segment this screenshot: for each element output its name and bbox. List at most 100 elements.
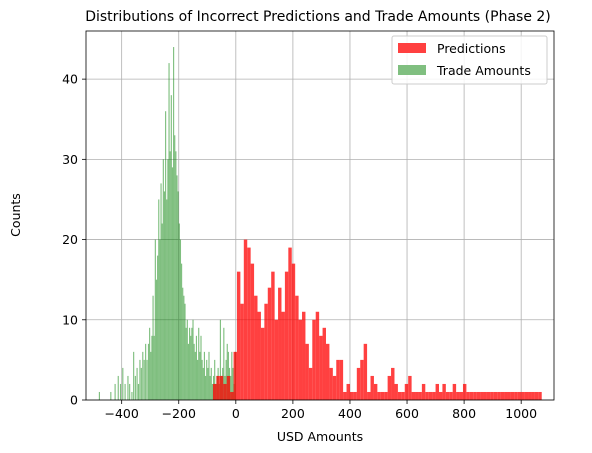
bar-predictions [254,295,258,400]
y-tick-label: 20 [62,232,78,247]
bar-predictions [332,375,337,400]
bar-trade-amounts [191,327,193,400]
bar-trade-amounts [140,367,142,400]
bar-trade-amounts [187,343,190,400]
bar-predictions [319,335,323,400]
bar-predictions [281,311,285,400]
bar-predictions [264,303,268,400]
bar-predictions [428,391,433,400]
bar-trade-amounts [226,343,228,400]
bar-predictions [387,375,392,400]
bar-trade-amounts [157,255,159,400]
bar-predictions [377,391,381,400]
y-tick-label: 0 [70,393,78,408]
bar-trade-amounts [114,383,116,400]
bar-predictions [380,391,385,400]
bar-predictions [517,391,522,400]
x-axis-label: USD Amounts [277,429,363,444]
bar-predictions [219,375,224,400]
bar-trade-amounts [117,375,119,400]
bar-trade-amounts [143,359,145,400]
bar-trade-amounts [154,239,156,400]
bar-predictions [442,383,446,400]
bar-trade-amounts [139,359,141,400]
bar-trade-amounts [202,367,204,400]
bar-trade-amounts [131,391,133,400]
bar-predictions [349,391,354,400]
bar-trade-amounts [165,111,167,400]
bar-trade-amounts [230,375,232,400]
legend-swatch-predictions [398,43,426,53]
bar-predictions [274,319,279,400]
y-axis-ticks: 0 10 20 30 40 [62,72,86,408]
bar-predictions [401,391,405,400]
bar-trade-amounts [98,391,100,400]
bar-predictions [370,375,374,400]
x-tick-label: 800 [452,406,476,421]
bar-predictions [514,391,518,400]
bar-predictions [226,375,231,400]
bar-trade-amounts [169,151,171,400]
bar-trade-amounts [181,263,183,400]
bar-predictions [397,391,402,400]
bar-trade-amounts [214,359,216,400]
bar-predictions [418,391,422,400]
bar-trade-amounts [178,223,180,400]
bar-predictions [223,383,227,400]
bar-predictions [510,391,515,400]
bar-predictions [486,391,491,400]
bar-trade-amounts [185,327,187,400]
bar-trade-amounts [137,383,140,400]
bar-trade-amounts [174,135,176,401]
bar-trade-amounts [175,151,177,400]
bar-predictions [247,247,251,400]
bar-predictions [466,391,470,400]
bar-predictions [336,359,340,400]
bar-predictions [528,391,532,400]
bar-predictions [271,271,275,400]
bar-predictions [476,391,481,400]
y-axis-label: Counts [8,193,23,237]
bar-trade-amounts [219,319,221,400]
bar-predictions [230,391,234,400]
bar-predictions [534,391,539,400]
bar-predictions [531,391,535,400]
bar-predictions [291,263,296,400]
bar-trade-amounts [127,375,129,400]
bar-trade-amounts [124,383,126,400]
bar-trade-amounts [183,295,185,400]
y-tick-label: 40 [62,72,78,87]
bar-predictions [295,295,299,400]
bar-predictions [257,311,261,400]
bar-predictions [315,311,320,400]
bar-predictions [240,303,244,400]
bar-trade-amounts [207,367,209,400]
bar-predictions [469,391,474,400]
bar-trade-amounts [158,199,160,400]
bar-trade-amounts [206,359,208,400]
bar-predictions [404,383,409,400]
bar-predictions [343,391,347,400]
bar-trade-amounts [176,175,178,400]
bar-predictions [243,239,248,400]
bar-predictions [353,391,357,400]
bar-predictions [411,391,416,400]
x-tick-label: 1000 [505,406,537,421]
bar-predictions [452,383,457,400]
bar-trade-amounts [171,167,174,400]
bar-predictions [473,391,477,400]
bar-predictions [298,319,303,400]
bar-predictions [538,391,542,400]
x-tick-label: 200 [281,406,305,421]
plot-frame [85,30,555,401]
bar-trade-amounts [167,159,169,400]
bar-predictions [346,383,350,400]
bar-predictions [308,367,313,400]
bar-predictions [373,383,378,400]
bar-predictions [267,287,272,400]
bar-trade-amounts [182,287,184,400]
bar-trade-amounts [173,47,175,400]
bar-trade-amounts [163,191,166,400]
bar-trade-amounts [208,351,210,400]
